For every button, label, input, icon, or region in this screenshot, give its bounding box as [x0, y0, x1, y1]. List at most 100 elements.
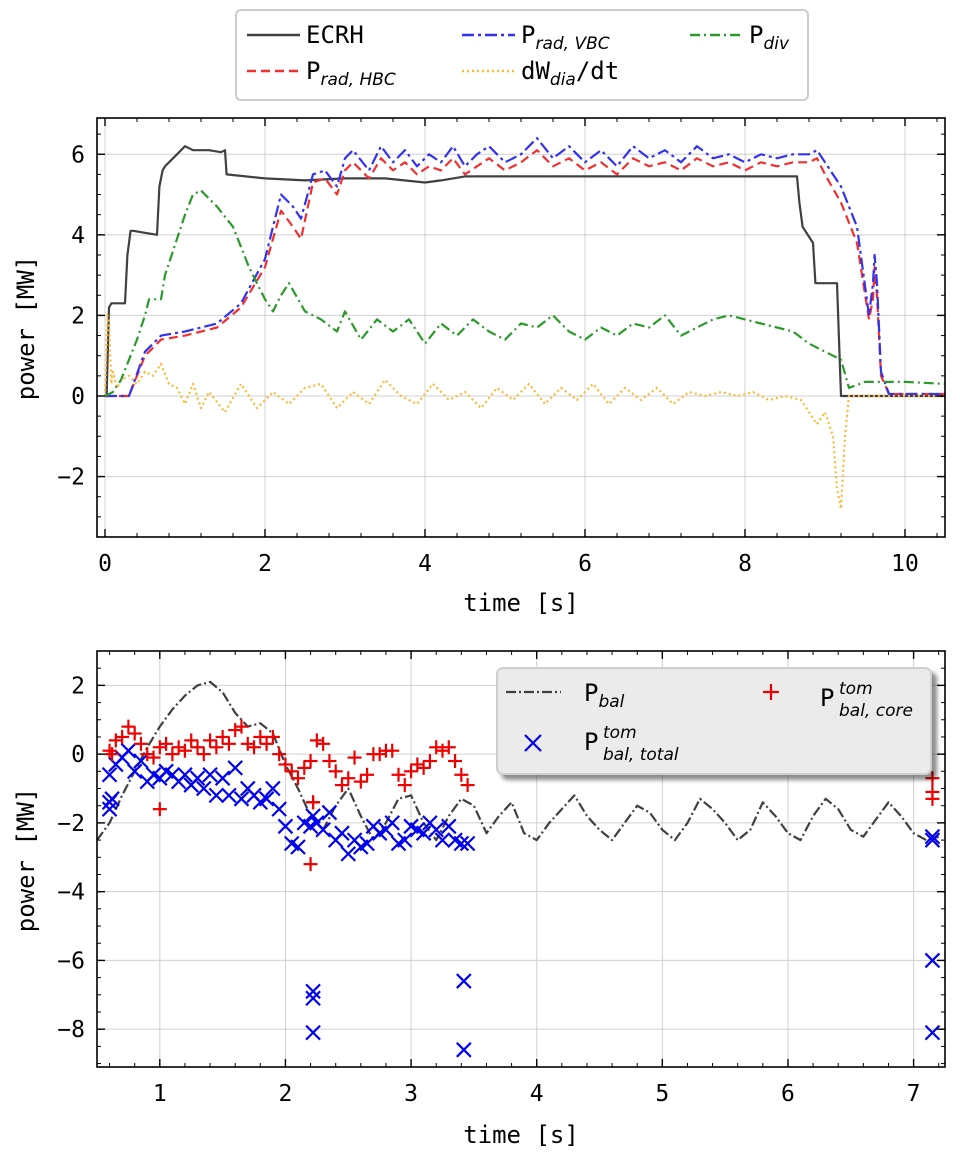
bottom-series-1-marker [133, 753, 149, 769]
bottom-series-2-marker [127, 726, 142, 741]
top-grid [97, 118, 945, 537]
bottom-y-tick-label: −4 [57, 880, 85, 906]
legend-pdiv-name: P [749, 21, 763, 49]
bottom-y-tick-label: −8 [57, 1017, 85, 1043]
bottom-series [97, 680, 941, 1058]
bottom-series-1-marker [101, 794, 118, 811]
bottom-x-tick-label: 4 [530, 1081, 544, 1107]
bottom-y-tick-label: 2 [71, 673, 85, 699]
legend-prad-vbc-sub: rad, VBC [535, 34, 609, 54]
legend-pbal-core-name: P [820, 684, 834, 712]
top-y-tick-label: 4 [71, 223, 85, 249]
bottom-series-2-marker [265, 729, 280, 744]
top-y-tick-label: 2 [71, 303, 85, 329]
bottom-series-2-marker [360, 767, 375, 782]
bottom-x-tick-label: 5 [655, 1081, 669, 1107]
bottom-series-1-marker [214, 770, 231, 786]
legend-dwdia-suffix: /dt [576, 57, 619, 85]
bottom-x-tick-label: 6 [781, 1081, 795, 1107]
bottom-series-1-marker [221, 787, 237, 804]
bottom-series-1-marker [227, 760, 243, 776]
bottom-series-2-marker [240, 736, 255, 751]
bottom-series-2-marker [102, 743, 117, 758]
bottom-series-1-marker [924, 952, 941, 969]
bottom-series-1-marker [315, 821, 331, 838]
bottom-y-tick-label: −2 [57, 811, 85, 837]
top-y-tick-label: 0 [71, 384, 85, 410]
bottom-series-1-marker [305, 983, 321, 1000]
bottom-series-2-marker [165, 747, 180, 762]
bottom-series-2-marker [115, 729, 130, 744]
legend-swatch-pbal-core [763, 684, 779, 700]
top-x-tick-label: 10 [891, 551, 919, 577]
bottom-series-1-marker [290, 839, 306, 855]
bottom-series-2-marker [234, 719, 249, 734]
bottom-series-2-marker [221, 736, 236, 751]
top-series [103, 137, 945, 510]
bottom-series-1-marker [459, 835, 476, 852]
bottom-y-tick-label: −6 [57, 948, 85, 974]
legend-pbal-core-sup: tom [839, 679, 873, 699]
bottom-series-1-marker [258, 791, 275, 807]
top-legend: ECRH Prad, HBC Prad, VBC dWdia/dt Pdiv [235, 9, 809, 101]
bottom-series-2-marker [347, 750, 362, 765]
bottom-series-2-marker [190, 740, 205, 755]
bottom-series-1-marker [453, 835, 470, 852]
legend-dwdia-name: dW [521, 57, 550, 85]
top-legend-box [235, 9, 809, 101]
bottom-series-2-marker [297, 760, 312, 775]
bottom-series-1-marker [359, 835, 375, 852]
bottom-series-1-marker [196, 780, 212, 797]
bottom-series-1-marker [321, 804, 338, 821]
bottom-series-1-marker [265, 780, 281, 797]
legend-prad-hbc-name: P [306, 57, 320, 85]
bottom-series-2-marker [441, 740, 456, 755]
legend-label-prad-vbc: Prad, VBC [521, 21, 610, 54]
top-x-tick-label: 2 [258, 551, 272, 577]
bottom-series-2-marker [177, 743, 192, 758]
top-ticks: 0 2 4 6 8 10 −2 0 2 4 6 [57, 118, 945, 577]
top-series-0-line [105, 145, 945, 398]
bottom-series-1-marker [208, 787, 225, 804]
bottom-ticks: 1 2 3 4 5 6 7 −8 −6 −4 −2 0 2 [57, 650, 945, 1107]
bottom-legend-box [496, 667, 932, 775]
bottom-series-2-marker [429, 740, 444, 755]
legend-pdiv-sub: div [763, 34, 790, 54]
top-plot-frame [96, 117, 946, 538]
bottom-panel: 1 2 3 4 5 6 7 −8 −6 −4 −2 0 2 time [s] power [MW] [12, 650, 946, 1149]
legend-label-prad-hbc: Prad, HBC [306, 57, 396, 90]
bottom-series-1-marker [305, 990, 321, 1007]
bottom-series-1-marker [334, 825, 350, 841]
bottom-series-1-marker [271, 801, 287, 817]
bottom-series-2-marker [247, 740, 262, 755]
bottom-x-tick-label: 1 [153, 1081, 167, 1107]
legend-label-dwdia: dWdia/dt [521, 57, 619, 90]
bottom-series-2-marker [272, 747, 287, 762]
bottom-series-2-marker [925, 771, 940, 786]
bottom-series-1-marker [428, 821, 444, 838]
bottom-series-1-marker [456, 1042, 472, 1058]
bottom-series-2-marker [152, 740, 167, 755]
bottom-series-2-marker [140, 747, 155, 762]
bottom-series-2-marker [422, 754, 437, 769]
legend-dwdia-sub: dia [550, 70, 576, 90]
bottom-series-2-marker [259, 736, 274, 751]
bottom-series-2-marker [146, 750, 161, 765]
legend-pbal-core-sub: bal, core [839, 701, 913, 721]
bottom-series-2-marker [306, 795, 321, 810]
top-panel: 0 2 4 6 8 10 −2 0 2 4 6 time [s] power [MW] [12, 117, 946, 617]
bottom-series-1-marker [120, 742, 137, 759]
bottom-series-2-marker [416, 760, 431, 775]
legend-pbal-total-sub: bal, total [603, 745, 679, 765]
top-x-tick-label: 4 [418, 551, 432, 577]
bottom-series-2-marker [196, 747, 211, 762]
bottom-series-1-marker [126, 763, 143, 780]
bottom-series-1-marker [177, 766, 193, 783]
bottom-series-2-marker [454, 767, 469, 782]
bottom-series-2-marker [105, 747, 120, 762]
legend-label-ecrh: ECRH [306, 21, 364, 49]
legend-ecrh-name: ECRH [306, 21, 364, 49]
